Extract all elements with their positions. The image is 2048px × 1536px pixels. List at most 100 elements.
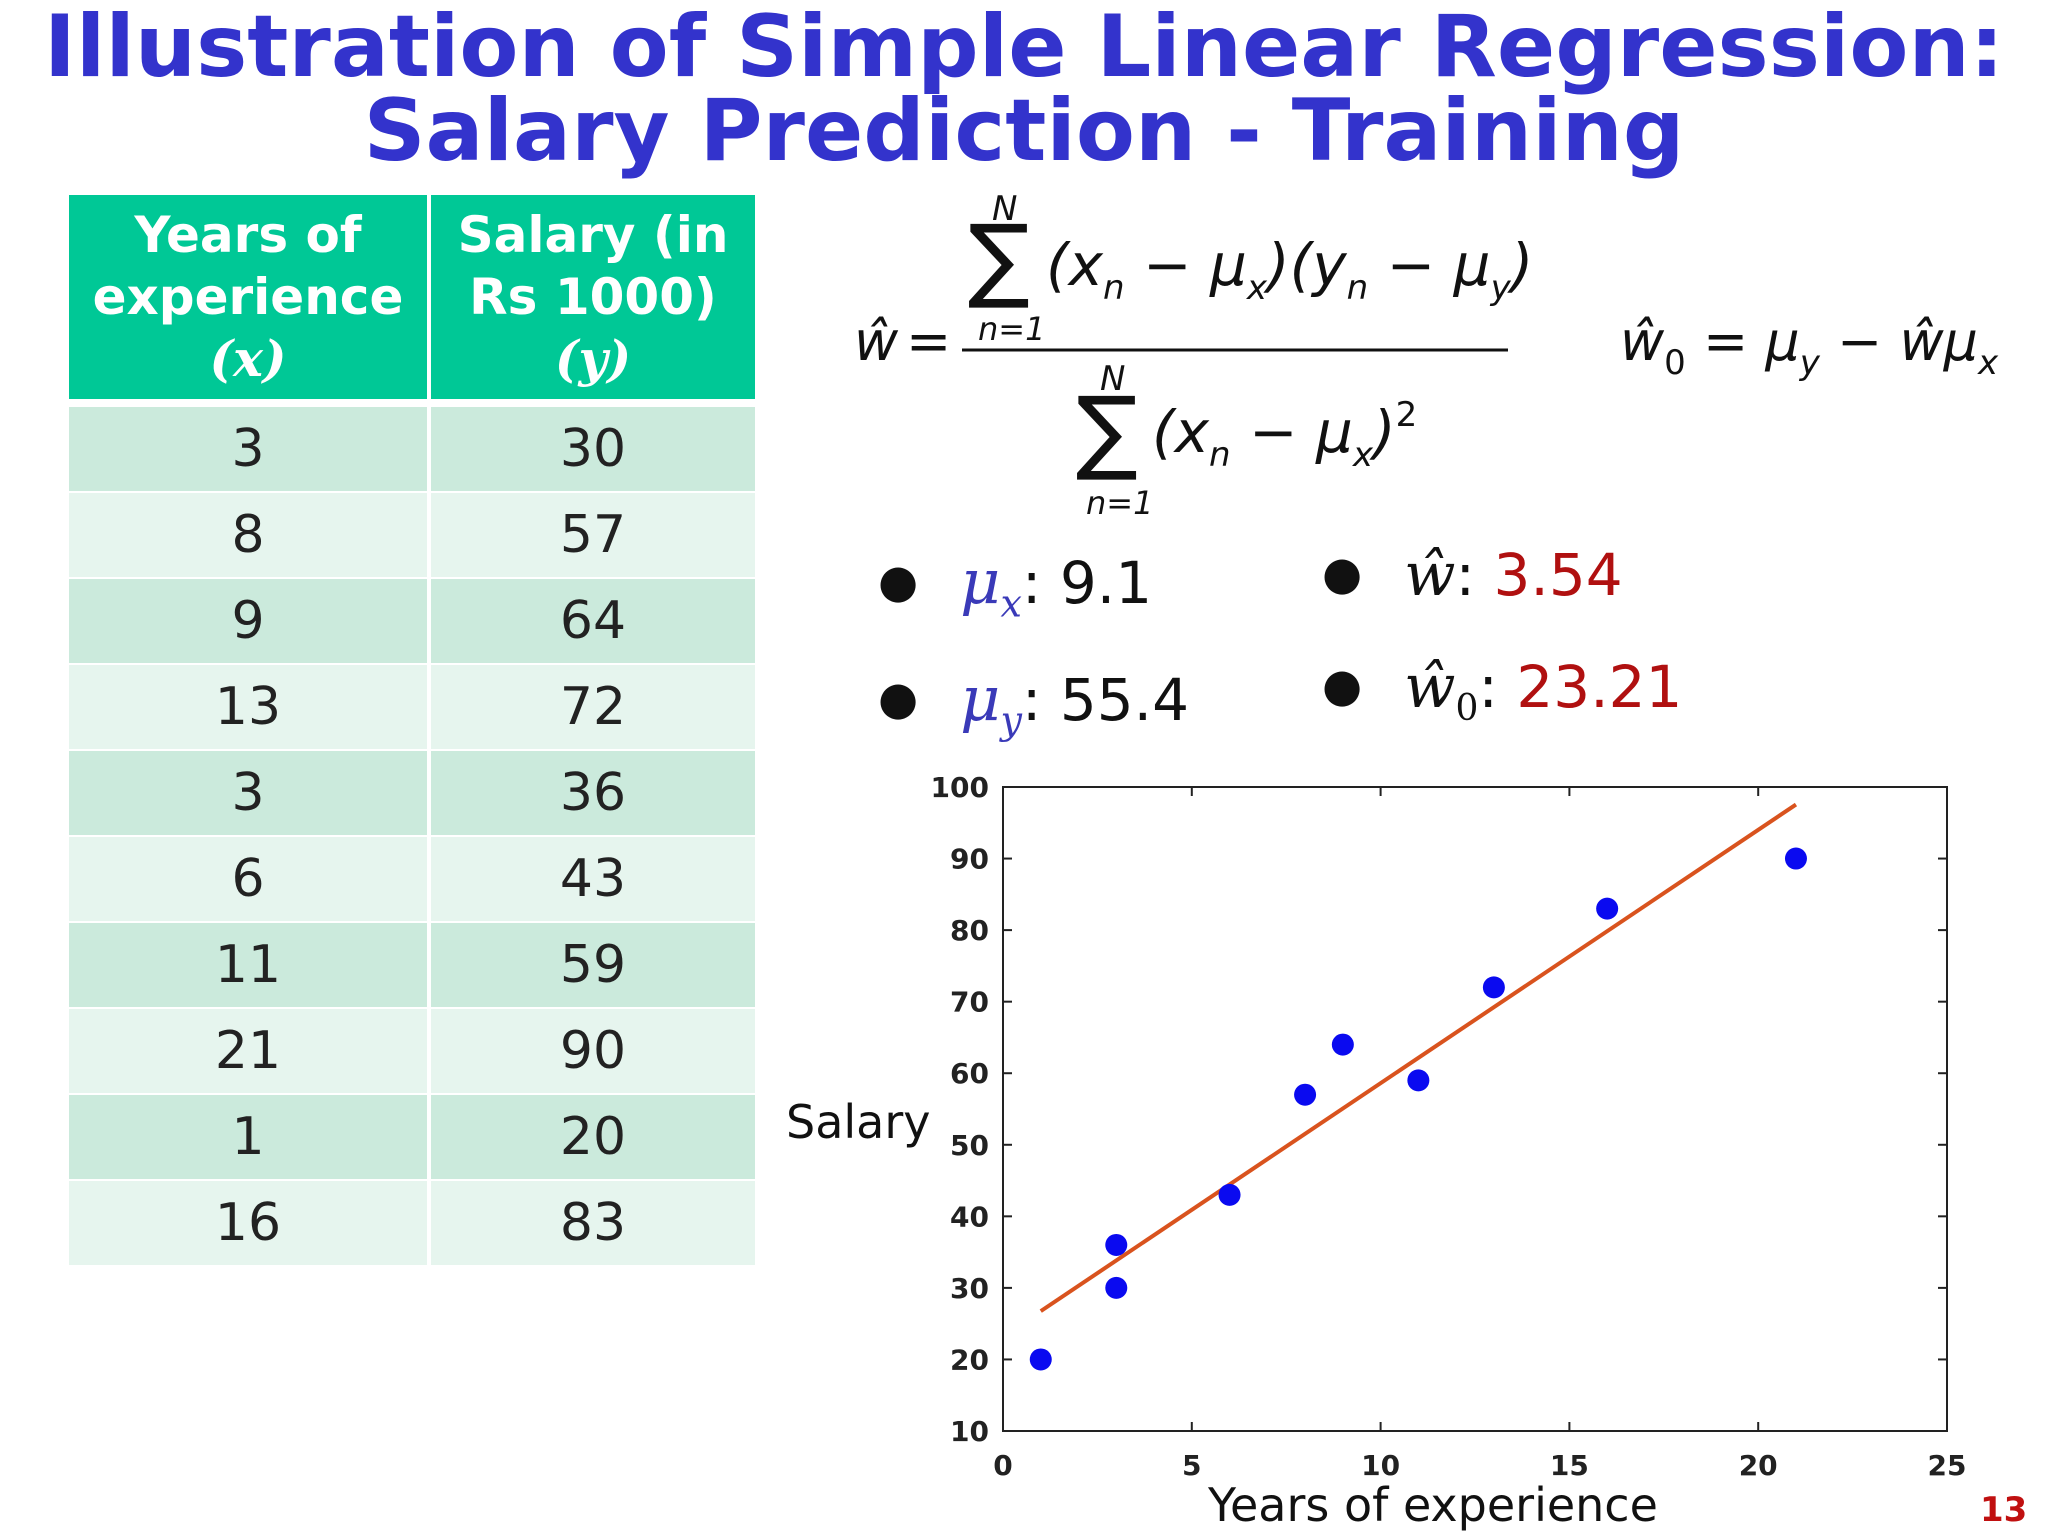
bullet-mu-y: ● μy: 55.4 xyxy=(878,662,1189,742)
cell-y: 30 xyxy=(431,407,755,493)
title-line-1: Illustration of Simple Linear Regression… xyxy=(43,0,2005,97)
x-tick-label: 15 xyxy=(1550,1449,1589,1482)
w-colon: : xyxy=(1455,541,1494,609)
cell-x: 8 xyxy=(69,493,431,579)
training-data-table: Years of experience (x) Salary (in Rs 10… xyxy=(69,195,755,1267)
bullet-w-hat: ● ŵ: 3.54 xyxy=(1322,540,1623,610)
cell-y: 90 xyxy=(431,1009,755,1095)
bullet-dot: ● xyxy=(1322,546,1363,600)
table-row: 3 36 xyxy=(69,751,755,837)
x-axis-label: Years of experience xyxy=(1208,1478,1658,1532)
header-salary: Salary (in Rs 1000) (y) xyxy=(431,195,755,407)
w-hat-symbol: ŵ xyxy=(854,310,899,373)
cell-y: 64 xyxy=(431,579,755,665)
cell-y: 57 xyxy=(431,493,755,579)
mu-x-char: μ xyxy=(960,545,1001,618)
sum-lower-den: n=1 xyxy=(1086,484,1153,522)
y-tick-label: 70 xyxy=(950,986,989,1019)
data-point xyxy=(1105,1233,1128,1256)
x-tick-label: 5 xyxy=(1182,1449,1201,1482)
table-row: 9 64 xyxy=(69,579,755,665)
table-row: 21 90 xyxy=(69,1009,755,1095)
w0-hat-value: 23.21 xyxy=(1516,653,1683,721)
axis-ticks: 0 5 10 15 20 25 10 20 30 40 50 60 70 80 90 100 xyxy=(931,771,1967,1482)
w0-hat-label: ŵ0 xyxy=(1404,652,1478,729)
numerator-expression: (xn − μx)(yn − μy) xyxy=(1046,231,1533,308)
table-row: 3 30 xyxy=(69,407,755,493)
sigma-numerator: ∑ xyxy=(968,205,1030,312)
bullet-dot: ● xyxy=(878,671,919,725)
table-row: 16 83 xyxy=(69,1181,755,1267)
data-point xyxy=(1407,1069,1430,1092)
mu-x-value: : 9.1 xyxy=(1021,549,1153,617)
y-tick-label: 90 xyxy=(950,843,989,876)
sum-lower-num: n=1 xyxy=(978,310,1045,348)
sum-upper-num: N xyxy=(992,189,1017,229)
y-tick-label: 20 xyxy=(950,1343,989,1376)
y-tick-label: 40 xyxy=(950,1200,989,1233)
header-col2-var: (y) xyxy=(554,329,632,388)
y-tick-label: 100 xyxy=(931,771,989,804)
mu-x-sub: x xyxy=(1000,581,1022,626)
cell-y: 59 xyxy=(431,923,755,1009)
cell-y: 36 xyxy=(431,751,755,837)
title-line-2: Salary Prediction - Training xyxy=(363,81,1685,181)
data-point xyxy=(1029,1348,1052,1371)
plot-area-border xyxy=(1002,786,1948,1432)
bullet-dot: ● xyxy=(878,554,919,608)
sum-upper-den: N xyxy=(1100,359,1125,399)
plot-frame xyxy=(1002,786,1948,1432)
x-tick-label: 25 xyxy=(1928,1449,1967,1482)
table-row: 13 72 xyxy=(69,665,755,751)
cell-x: 13 xyxy=(69,665,431,751)
header-col1-var: (x) xyxy=(209,329,287,388)
y-tick-label: 60 xyxy=(950,1057,989,1090)
x-tick-label: 0 xyxy=(993,1449,1012,1482)
data-point xyxy=(1482,976,1505,999)
mu-y-char: μ xyxy=(960,662,1001,735)
fit-line-group xyxy=(1039,802,1798,1313)
page-number: 13 xyxy=(1980,1490,2028,1530)
data-points xyxy=(1029,847,1807,1371)
cell-x: 21 xyxy=(69,1009,431,1095)
header-col2-line1: Salary (in xyxy=(457,206,729,264)
header-col2-line2: Rs 1000) xyxy=(469,268,717,326)
data-point xyxy=(1784,847,1807,870)
w0-colon: : xyxy=(1478,653,1517,721)
cell-x: 6 xyxy=(69,837,431,923)
bullet-dot: ● xyxy=(1322,658,1363,712)
y-axis-label: Salary xyxy=(786,1095,931,1149)
table-row: 1 20 xyxy=(69,1095,755,1181)
w-hat-formula: ŵ = N ∑ n=1 (xn − μx)(yn − μy) N ∑ n=1 (… xyxy=(854,189,1533,522)
cell-x: 11 xyxy=(69,923,431,1009)
mu-y-value: : 55.4 xyxy=(1021,666,1190,734)
data-point xyxy=(1218,1183,1241,1206)
data-point xyxy=(1596,897,1619,920)
w0-char: ŵ xyxy=(1404,652,1456,722)
table-row: 6 43 xyxy=(69,837,755,923)
cell-y: 43 xyxy=(431,837,755,923)
x-tick-label: 20 xyxy=(1739,1449,1778,1482)
table-row: 11 59 xyxy=(69,923,755,1009)
cell-x: 3 xyxy=(69,407,431,493)
cell-x: 1 xyxy=(69,1095,431,1181)
equals-sign: = xyxy=(906,310,951,373)
cell-y: 72 xyxy=(431,665,755,751)
header-years-of-experience: Years of experience (x) xyxy=(69,195,431,407)
data-point xyxy=(1294,1083,1317,1106)
mu-y-symbol: μy xyxy=(960,662,1022,742)
w-hat-label: ŵ xyxy=(1404,540,1456,610)
cell-y: 20 xyxy=(431,1095,755,1181)
y-tick-label: 30 xyxy=(950,1272,989,1305)
table-header-row: Years of experience (x) Salary (in Rs 10… xyxy=(69,195,755,407)
cell-x: 16 xyxy=(69,1181,431,1267)
table-row: 8 57 xyxy=(69,493,755,579)
y-tick-label: 80 xyxy=(950,914,989,947)
regression-formulas: ŵ = N ∑ n=1 (xn − μx)(yn − μy) N ∑ n=1 (… xyxy=(854,189,1999,522)
regression-fit-line xyxy=(1039,802,1798,1313)
sigma-denominator: ∑ xyxy=(1076,377,1138,484)
mu-x-symbol: μx xyxy=(960,545,1022,625)
bullet-mu-x: ● μx: 9.1 xyxy=(878,545,1152,625)
header-col1-line1: Years of xyxy=(134,206,362,264)
